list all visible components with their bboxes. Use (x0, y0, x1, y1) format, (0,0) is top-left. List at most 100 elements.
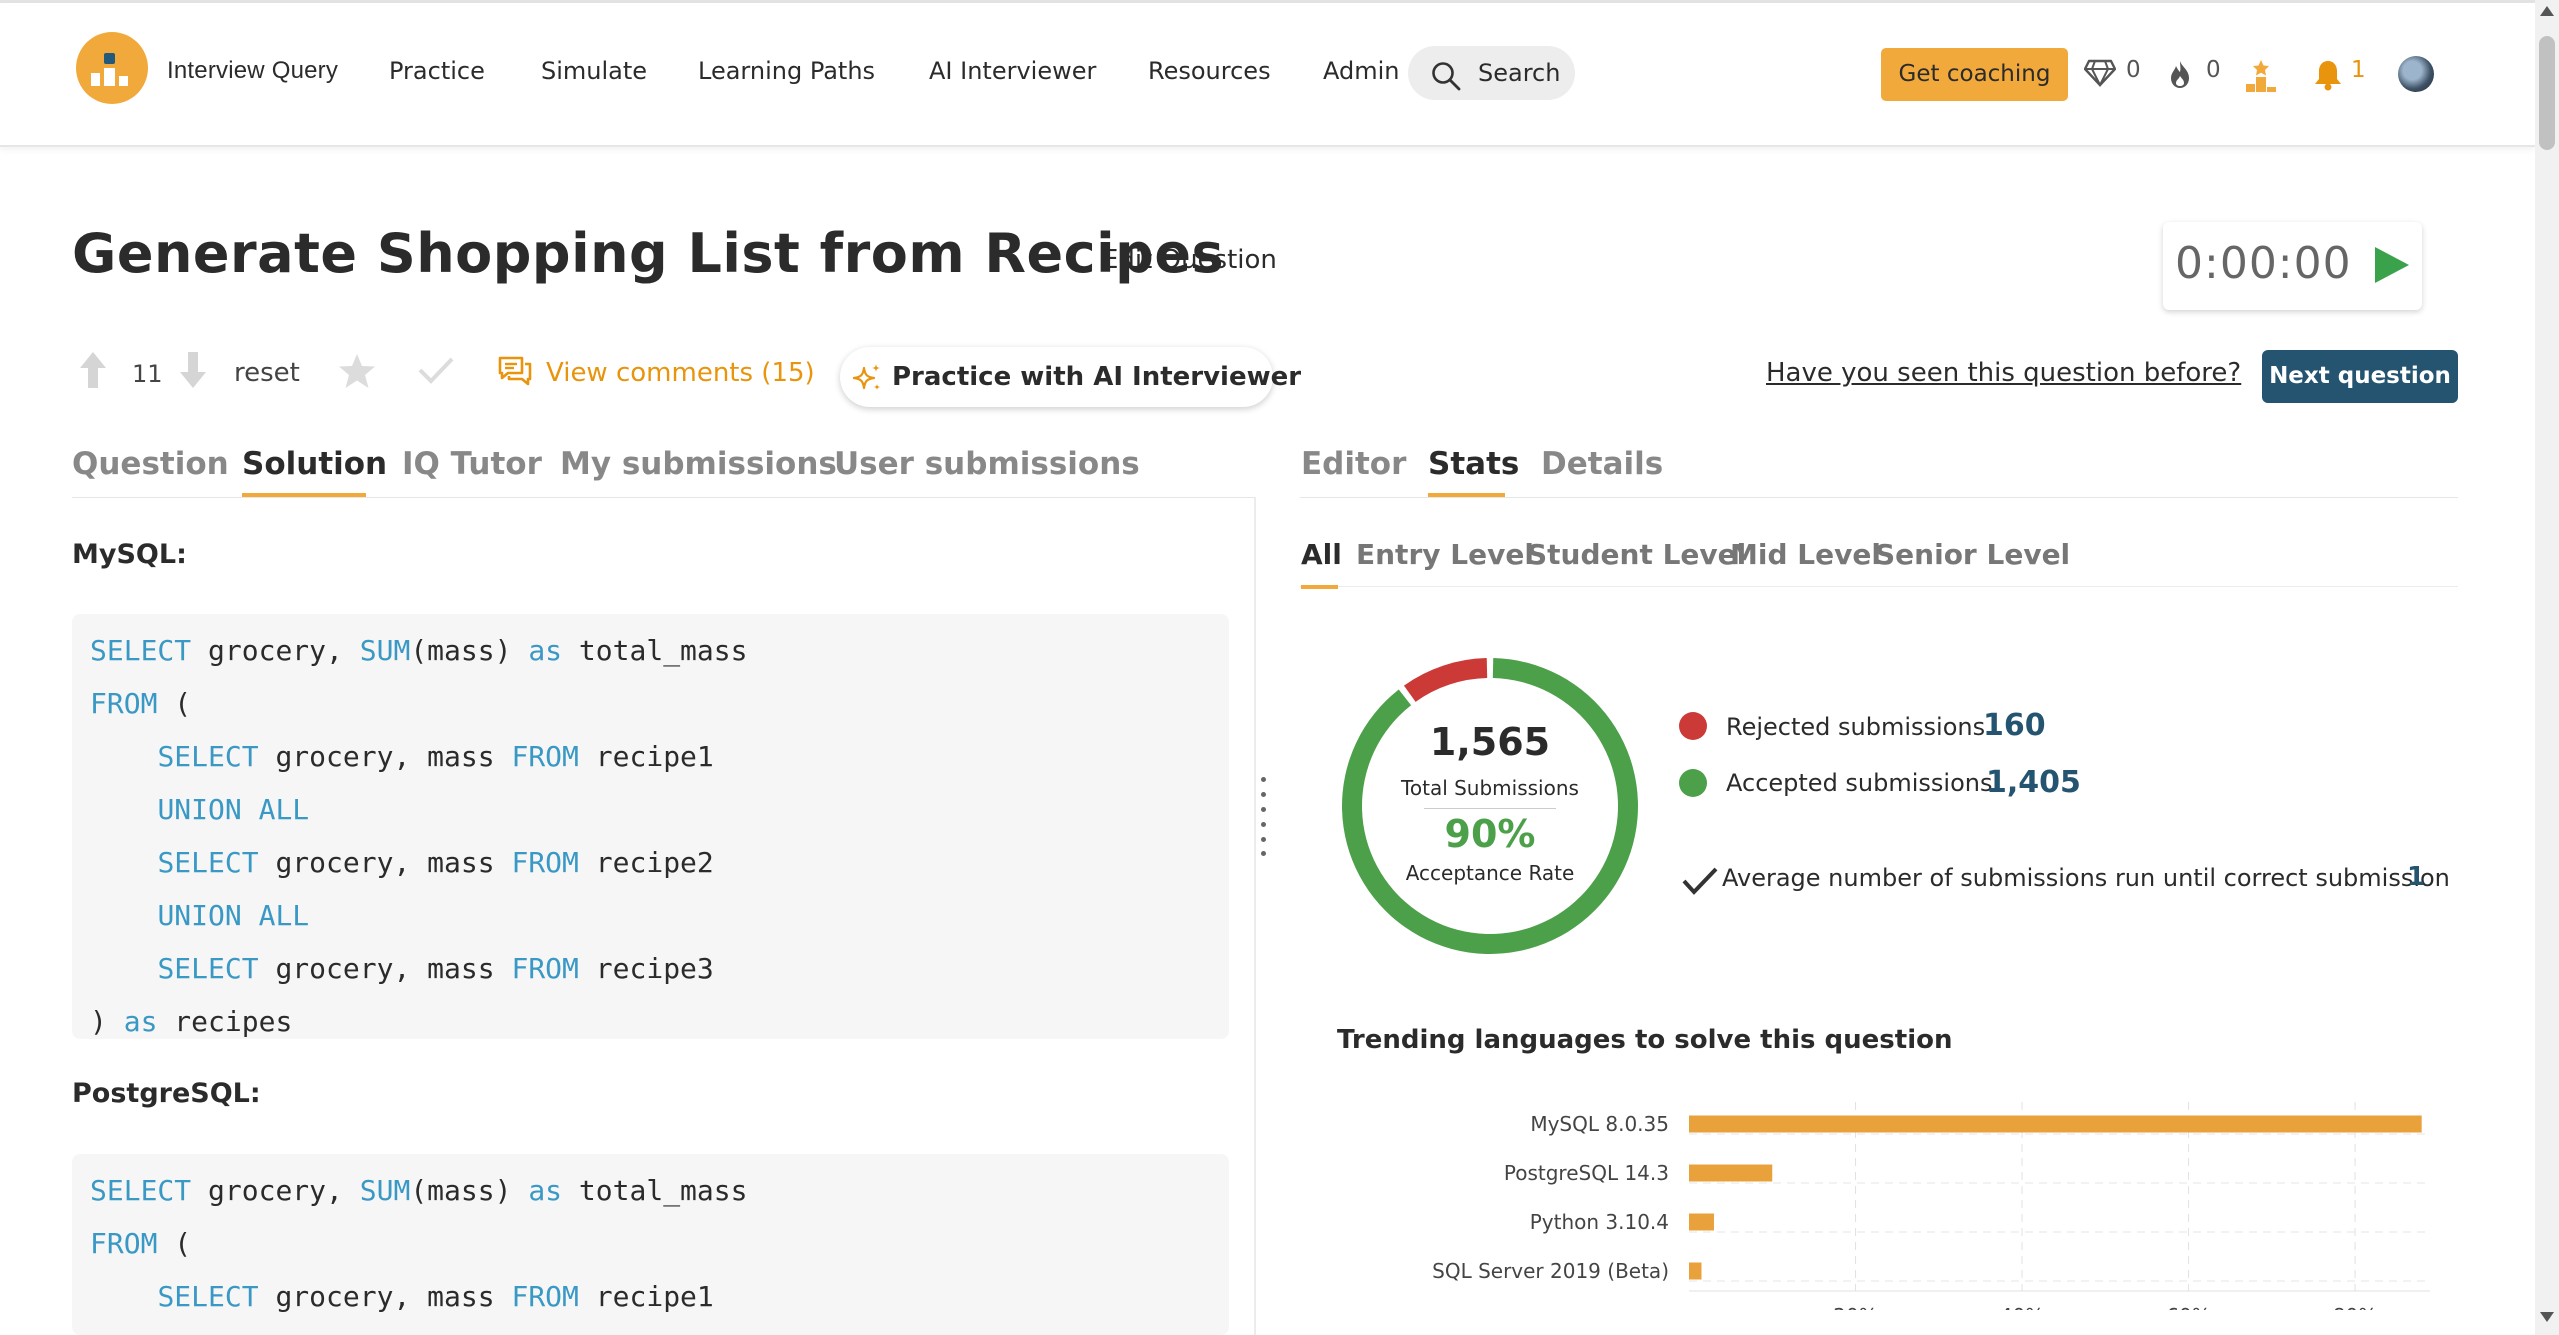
right-tabs-divider (1300, 497, 2458, 498)
get-coaching-button[interactable]: Get coaching (1881, 48, 2068, 101)
level-filter-all[interactable]: All (1301, 538, 1342, 571)
code-line: SELECT grocery, mass FROM recipe2 (157, 846, 714, 879)
x-tick-label: 60% (2166, 1304, 2210, 1310)
category-label: Python 3.10.4 (1530, 1210, 1669, 1234)
tab-question[interactable]: Question (72, 446, 229, 482)
accepted-submissions-value: 1,405 (1986, 765, 2081, 800)
resize-handle-dot[interactable] (1261, 851, 1266, 856)
postgresql-heading: PostgreSQL: (72, 1078, 261, 1109)
scroll-up-arrow-icon[interactable] (2540, 6, 2554, 16)
nav-learning-paths[interactable]: Learning Paths (698, 57, 876, 85)
search-button[interactable]: Search (1408, 46, 1575, 100)
checkmark-icon (1682, 867, 1718, 895)
trending-languages-bar-chart: 20% 40% 60% 80% MySQL 8.0.35 PostgreSQL 14.3 P… (1432, 1102, 2430, 1310)
category-label: SQL Server 2019 (Beta) (1432, 1259, 1669, 1283)
acceptance-rate-label: Acceptance Rate (1405, 861, 1575, 885)
language-bar (1689, 1262, 1702, 1280)
resize-handle-dot[interactable] (1261, 807, 1266, 812)
top-navbar: Interview Query Practice Simulate Learni… (0, 3, 2535, 147)
postgresql-code-block[interactable]: SELECT grocery, SUM(mass) as total_mass F… (72, 1154, 1229, 1335)
acceptance-rate-value: 90% (1444, 812, 1536, 856)
comments-icon (498, 356, 532, 386)
code-line: FROM ( (90, 1227, 192, 1260)
trending-languages-title: Trending languages to solve this questio… (1337, 1025, 1953, 1055)
streak-flame-icon[interactable] (2168, 59, 2192, 89)
tab-solution[interactable]: Solution (242, 446, 388, 482)
code-line: UNION ALL (90, 1333, 309, 1335)
upvote-arrow-icon[interactable] (78, 350, 108, 390)
category-label: MySQL 8.0.35 (1530, 1112, 1669, 1136)
level-filter-underline (1301, 585, 1338, 589)
accepted-legend-dot (1679, 769, 1707, 797)
mysql-code-block[interactable]: SELECT grocery, SUM(mass) as total_mass F… (72, 614, 1229, 1039)
level-filter-divider (1300, 586, 2458, 587)
nav-practice[interactable]: Practice (389, 57, 485, 85)
solution-tab-underline (242, 493, 366, 497)
avg-submissions-value: 1 (2407, 862, 2426, 892)
practice-ai-interviewer-button[interactable]: Practice with AI Interviewer (840, 347, 1301, 407)
x-tick-label: 20% (1833, 1304, 1877, 1310)
tab-details[interactable]: Details (1541, 446, 1664, 482)
mysql-heading: MySQL: (72, 539, 187, 570)
timer-display: 0:00:00 (2175, 238, 2352, 289)
favorite-star-icon[interactable] (338, 352, 376, 390)
avg-submissions-label: Average number of submissions run until … (1722, 864, 2450, 892)
code-line: UNION ALL (157, 793, 310, 826)
level-filter-student[interactable]: Student Level (1527, 538, 1747, 571)
tab-stats[interactable]: Stats (1428, 446, 1520, 482)
nav-ai-interviewer[interactable]: AI Interviewer (929, 57, 1097, 85)
sparkle-icon (852, 364, 880, 390)
language-bar (1689, 1115, 2422, 1133)
level-filter-entry[interactable]: Entry Level (1356, 538, 1534, 571)
scrollbar-thumb[interactable] (2539, 36, 2555, 150)
search-label: Search (1478, 59, 1561, 87)
play-timer-icon[interactable] (2375, 247, 2409, 283)
logo-icon[interactable] (76, 32, 148, 104)
brand-name[interactable]: Interview Query (167, 57, 339, 84)
tab-editor[interactable]: Editor (1301, 446, 1407, 482)
code-line: SELECT grocery, SUM(mass) as total_mass (90, 1174, 748, 1207)
notification-count: 1 (2351, 57, 2366, 83)
next-question-button[interactable]: Next question (2262, 350, 2458, 403)
tab-iq-tutor[interactable]: IQ Tutor (402, 446, 542, 482)
leaderboard-icon[interactable] (2244, 59, 2278, 93)
resize-handle-dot[interactable] (1261, 837, 1266, 842)
nav-simulate[interactable]: Simulate (541, 57, 648, 85)
practice-ai-interviewer-label: Practice with AI Interviewer (892, 362, 1302, 392)
page-scrollbar[interactable] (2535, 0, 2559, 1335)
resize-handle-dot[interactable] (1261, 792, 1266, 797)
edit-question-link[interactable]: Edit Question (1102, 245, 1277, 275)
view-comments-label: View comments (15) (546, 358, 815, 388)
scroll-down-arrow-icon[interactable] (2540, 1312, 2554, 1322)
nav-admin[interactable]: Admin (1323, 57, 1400, 85)
panel-divider[interactable] (1254, 497, 1256, 1335)
downvote-arrow-icon[interactable] (178, 350, 208, 390)
resize-handle-dot[interactable] (1261, 777, 1266, 782)
code-line: SELECT grocery, mass FROM recipe1 (157, 1280, 714, 1313)
accepted-submissions-label: Accepted submissions (1726, 769, 1993, 797)
accepted-slice (1342, 658, 1638, 954)
gems-count: 0 (2126, 57, 2141, 83)
level-filter-mid[interactable]: Mid Level (1730, 538, 1881, 571)
resize-handle-dot[interactable] (1261, 822, 1266, 827)
streak-count: 0 (2206, 57, 2221, 83)
total-submissions-label: Total Submissions (1401, 776, 1579, 800)
rejected-submissions-label: Rejected submissions (1726, 713, 1986, 741)
reset-button[interactable]: reset (234, 358, 300, 388)
mark-complete-check-icon[interactable] (418, 356, 454, 384)
seen-question-before-link[interactable]: Have you seen this question before? (1766, 358, 2242, 388)
nav-resources[interactable]: Resources (1148, 57, 1271, 85)
tab-my-submissions[interactable]: My submissions (560, 446, 837, 482)
vote-count: 11 (132, 360, 163, 388)
donut-center-divider (1424, 808, 1556, 809)
notification-bell-icon[interactable] (2313, 59, 2343, 91)
gem-icon[interactable] (2084, 59, 2116, 87)
tab-user-submissions[interactable]: User submissions (834, 446, 1140, 482)
rejected-slice (1403, 658, 1488, 702)
code-line: FROM ( (90, 687, 192, 720)
rejected-submissions-value: 160 (1983, 708, 2046, 743)
level-filter-senior[interactable]: Senior Level (1875, 538, 2071, 571)
code-line: SELECT grocery, SUM(mass) as total_mass (90, 634, 748, 667)
view-comments-link[interactable]: View comments (15) (498, 356, 815, 390)
user-avatar[interactable] (2398, 56, 2434, 92)
